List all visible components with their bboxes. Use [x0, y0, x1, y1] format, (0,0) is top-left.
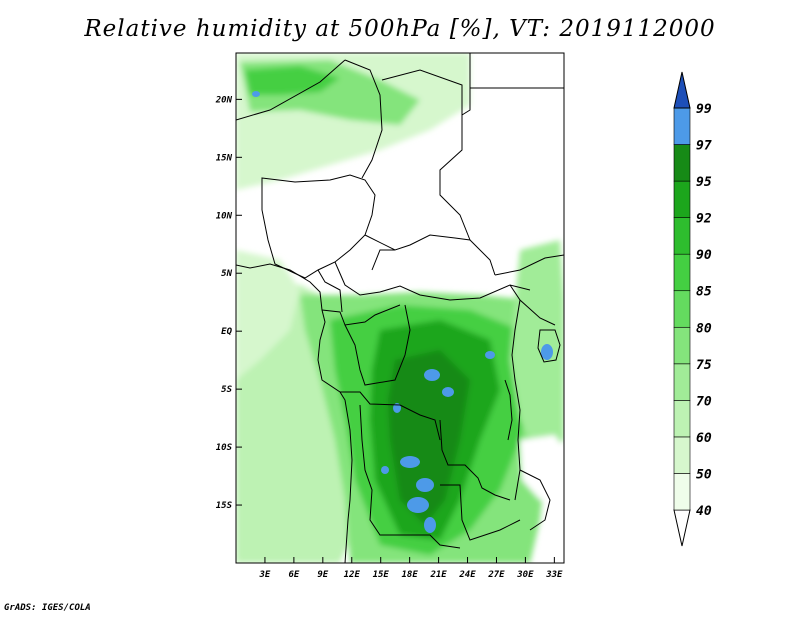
colorbar-level-label: 50 [696, 467, 712, 482]
colorbar-level-label: 85 [696, 285, 712, 300]
lat-tick-label: 15S [216, 501, 233, 511]
colorbar-lower-arrow [673, 509, 691, 547]
humidity-region-atlantic [236, 250, 300, 380]
lon-tick-label: 9E [317, 570, 328, 580]
colorbar-level-label: 97 [696, 139, 712, 154]
colorbar-segment [673, 180, 691, 218]
colorbar-segment [673, 400, 691, 438]
lon-tick-label: 15E [373, 570, 390, 580]
humidity-region-east [510, 240, 564, 460]
map-frame [235, 52, 565, 564]
lat-tick-label: 15N [216, 153, 233, 163]
longitude-axis: 3E 6E 9E 12E 15E 18E 21E 24E 27E 30E 33E [259, 557, 563, 580]
lat-tick-label: 10S [216, 443, 233, 453]
colorbar-segment [673, 363, 691, 401]
colorbar: 40 50 60 70 75 80 85 90 92 95 97 99 [673, 71, 712, 547]
lon-tick-label: 12E [344, 570, 361, 580]
latitude-axis: 20N 15N 10N 5N EQ 5S 10S 15S [215, 95, 242, 511]
colorbar-level-label: 60 [696, 431, 712, 446]
colorbar-level-label: 92 [696, 212, 712, 227]
colorbar-segment [673, 217, 691, 255]
colorbar-segment [673, 436, 691, 474]
lat-tick-label: 10N [216, 211, 233, 221]
colorbar-level-label: 95 [696, 175, 712, 190]
lon-tick-label: 3E [259, 570, 271, 580]
lon-tick-label: 30E [516, 570, 534, 580]
colorbar-upper-arrow [673, 71, 691, 109]
lon-tick-label: 18E [402, 570, 419, 580]
colorbar-level-label: 99 [696, 102, 712, 117]
colorbar-level-label: 40 [696, 504, 712, 519]
lat-tick-label: 20N [215, 95, 233, 105]
colorbar-level-label: 80 [696, 321, 712, 336]
colorbar-segment [673, 326, 691, 365]
lon-tick-label: 24E [458, 570, 476, 580]
humidity-field [236, 53, 564, 563]
colorbar-level-label: 75 [696, 358, 712, 373]
country-borders [236, 53, 564, 563]
colorbar-segment [673, 107, 691, 145]
colorbar-segment [673, 290, 691, 328]
saturation-patches [252, 91, 553, 533]
lat-tick-label: 5S [221, 385, 232, 395]
humidity-region-north-inner [245, 66, 340, 95]
colorbar-level-label: 70 [696, 394, 712, 409]
lon-tick-label: 27E [487, 570, 505, 580]
colorbar-segment [673, 253, 691, 292]
lon-tick-label: 6E [288, 570, 299, 580]
lon-tick-label: 33E [545, 570, 563, 580]
lat-tick-label: EQ [221, 327, 232, 337]
colorbar-segment [673, 473, 691, 511]
colorbar-level-label: 90 [696, 248, 712, 263]
lon-tick-label: 21E [429, 570, 447, 580]
chart-title: Relative humidity at 500hPa [%], VT: 201… [84, 16, 716, 42]
humidity-region-dry-se [520, 435, 564, 500]
colorbar-segment [673, 144, 691, 182]
lat-tick-label: 5N [221, 269, 232, 279]
grads-credit: GrADS: IGES/COLA [4, 603, 91, 613]
